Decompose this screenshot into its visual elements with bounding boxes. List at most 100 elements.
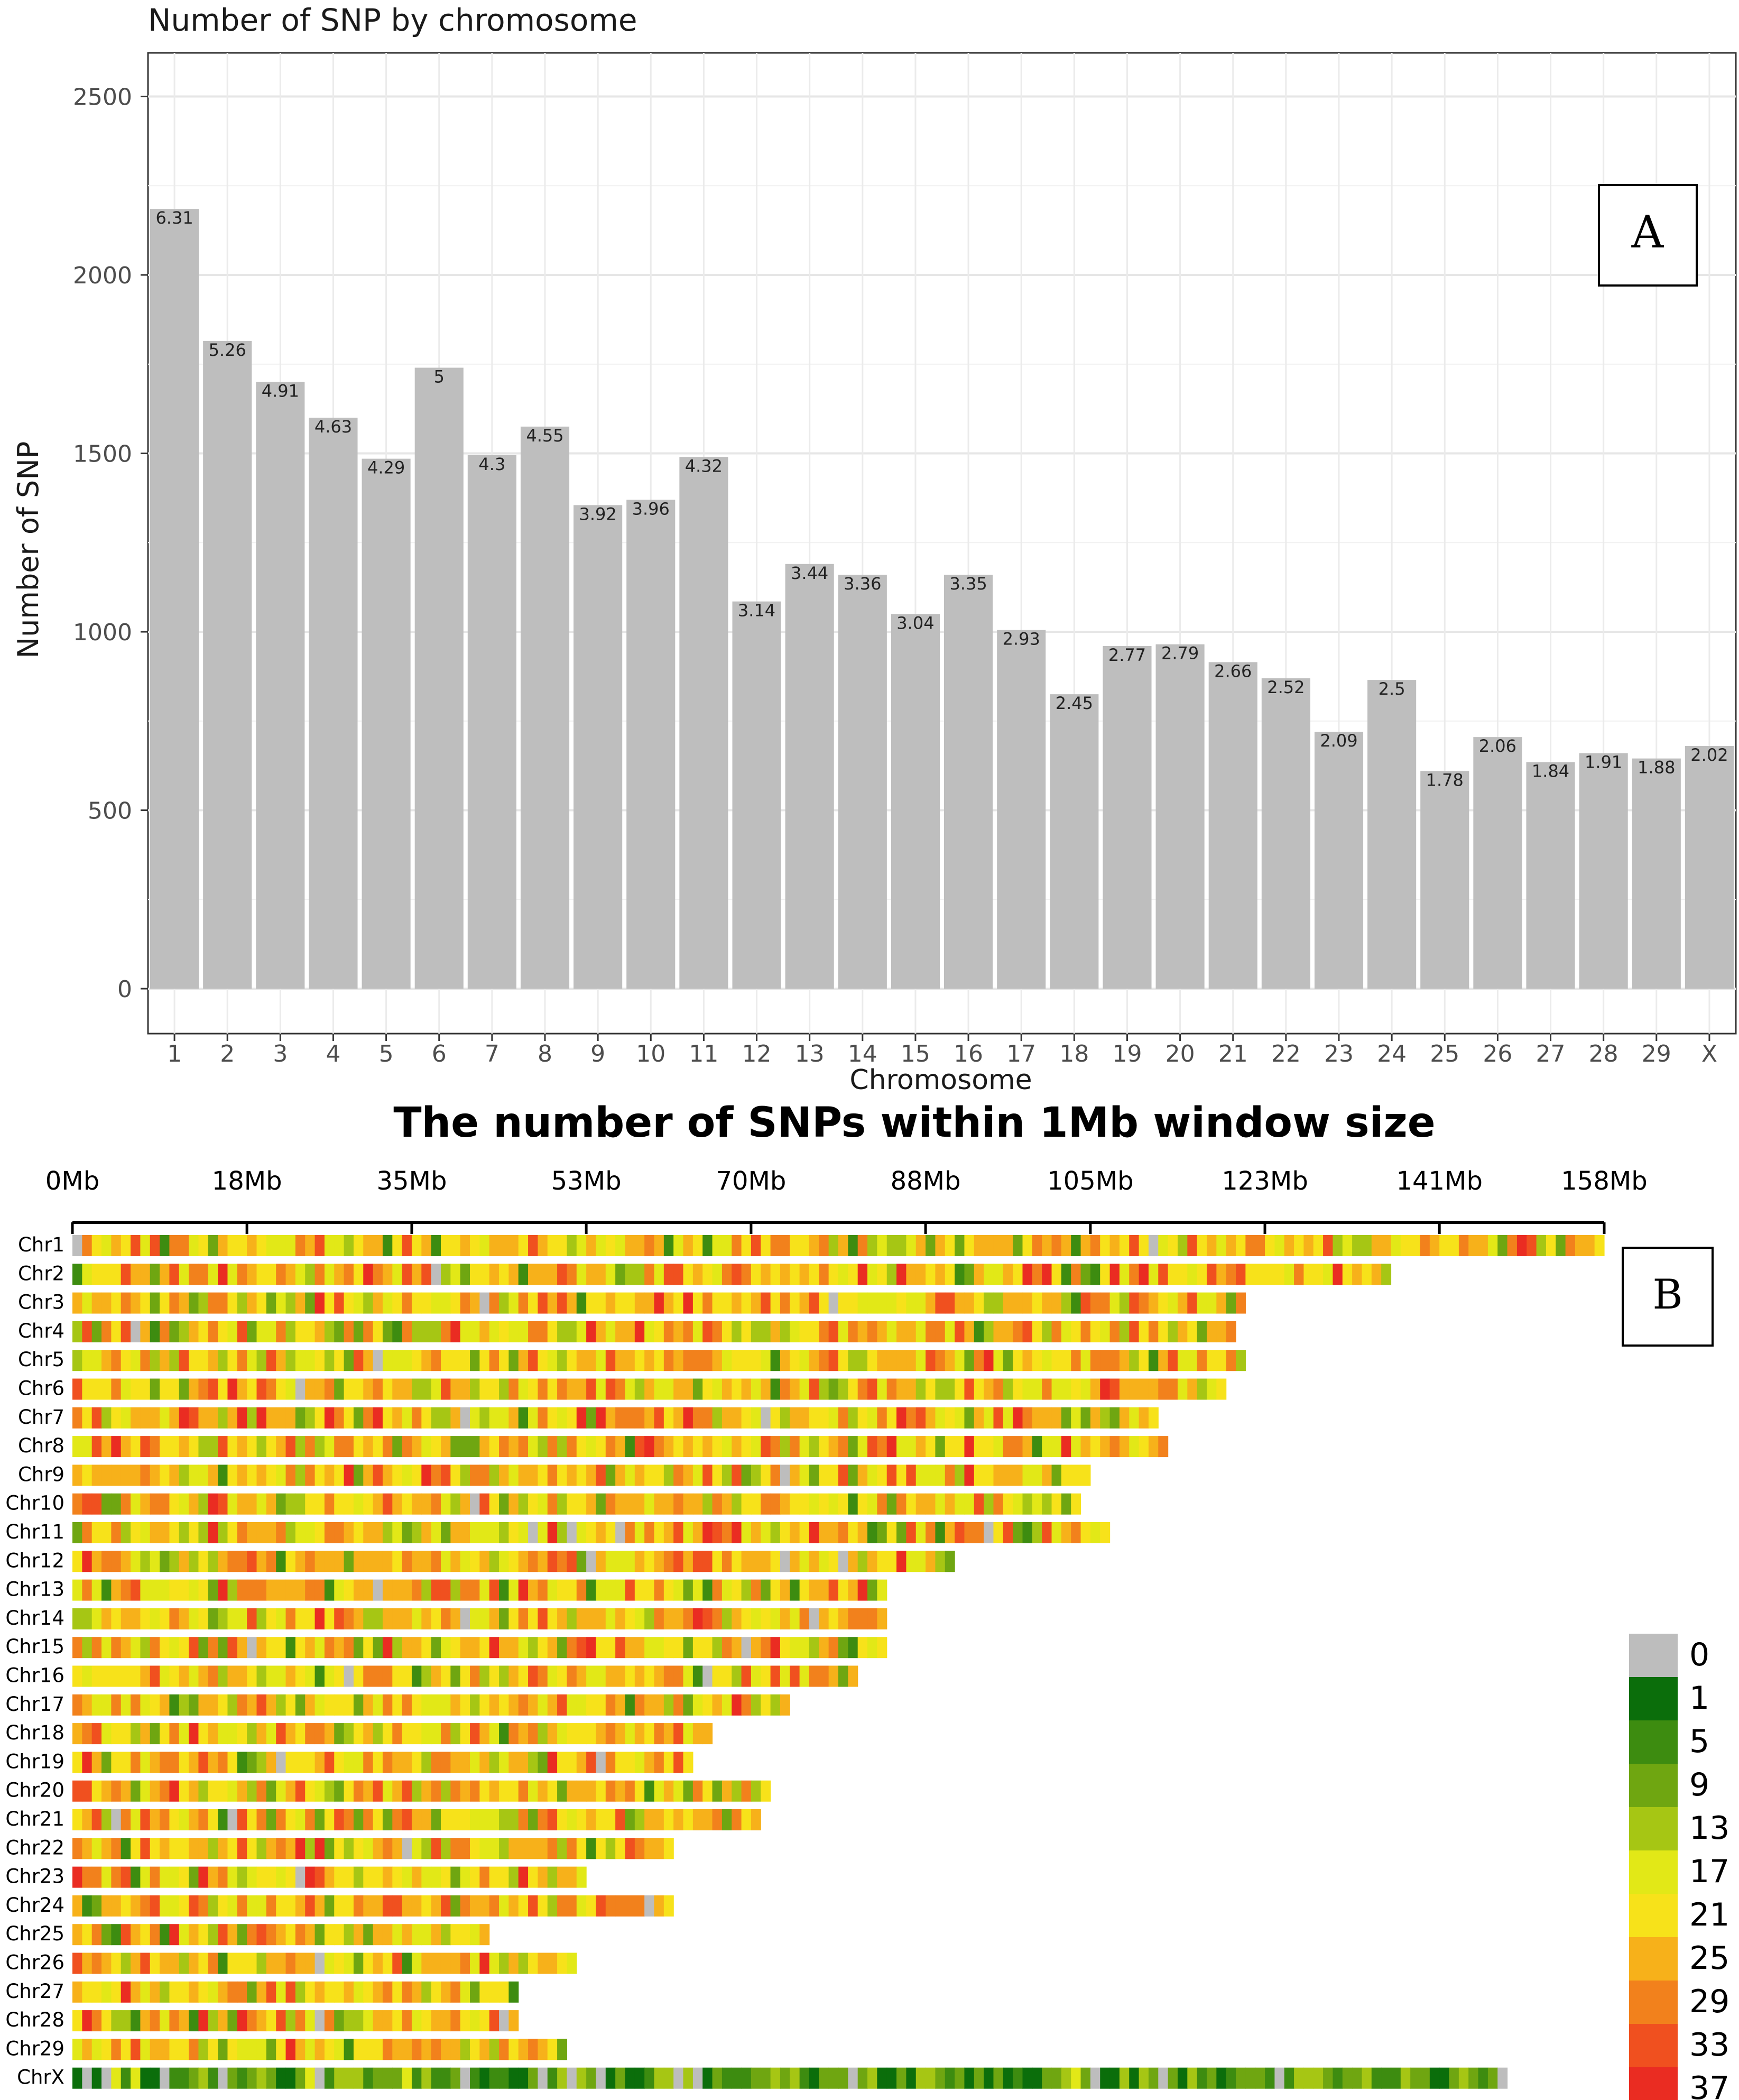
window-cell [150, 1981, 160, 2003]
window-cell [1187, 1235, 1198, 1256]
window-cell [101, 1981, 112, 2003]
window-cell [373, 1493, 383, 1515]
window-cell [363, 1235, 374, 1256]
window-cell [528, 1522, 539, 1543]
window-cell [208, 1235, 218, 1256]
window-cell [790, 1321, 800, 1342]
window-cell [440, 1522, 451, 1543]
window-cell [819, 1378, 829, 1400]
window-cell [402, 2010, 412, 2032]
window-cell [663, 1551, 674, 1572]
window-cell [634, 1723, 645, 1745]
window-cell [1487, 1235, 1498, 1256]
window-cell [790, 1235, 800, 1256]
window-cell [770, 1608, 781, 1629]
window-cell [567, 1866, 577, 1888]
window-cell [256, 1809, 267, 1830]
window-cell [799, 1378, 810, 1400]
window-cell [1197, 1235, 1207, 1256]
window-cell [344, 1752, 354, 1773]
window-cell [1206, 1292, 1217, 1314]
window-cell [431, 1522, 441, 1543]
window-cell [237, 1608, 247, 1629]
window-cell [460, 1321, 470, 1342]
window-cell [140, 1780, 151, 1802]
window-cell [470, 1350, 480, 1371]
window-cell [926, 1465, 936, 1486]
chromosome-label: Chr23 [5, 1865, 64, 1888]
window-cell [702, 1522, 713, 1543]
window-cell [692, 1522, 703, 1543]
window-cell [790, 1608, 800, 1629]
window-cell [131, 1264, 141, 1285]
window-cell [324, 1551, 335, 1572]
window-cell [722, 1292, 732, 1314]
window-cell [780, 1493, 790, 1515]
window-cell [712, 1378, 723, 1400]
window-cell [421, 1235, 432, 1256]
window-cell [857, 1436, 868, 1458]
window-cell [1109, 1292, 1120, 1314]
window-cell [324, 1924, 335, 1946]
window-cell [392, 1838, 403, 1859]
window-cell [440, 1838, 451, 1859]
window-cell [131, 2010, 141, 2032]
window-cell [586, 1752, 597, 1773]
window-cell [644, 1579, 655, 1601]
window-cell [877, 1551, 887, 1572]
window-cell [1003, 1522, 1013, 1543]
window-cell [421, 1637, 432, 1659]
window-cell [411, 1493, 422, 1515]
window-cell [683, 1465, 693, 1486]
chromosome-label: Chr9 [18, 1463, 64, 1486]
window-cell [1197, 1264, 1207, 1285]
window-cell [295, 2067, 306, 2089]
window-cell [285, 1694, 296, 1716]
window-cell [305, 1895, 316, 1917]
window-cell [470, 1981, 480, 2003]
window-cell [945, 1264, 955, 1285]
window-cell [1148, 1350, 1159, 1371]
window-cell [896, 1321, 906, 1342]
window-cell [625, 1809, 635, 1830]
legend-swatch [1629, 1807, 1678, 1850]
window-cell [1197, 2067, 1207, 2089]
window-cell [508, 2039, 519, 2060]
window-cell [926, 1378, 936, 1400]
window-cell [732, 1350, 742, 1371]
window-cell [363, 1752, 374, 1773]
window-cell [392, 1321, 403, 1342]
window-cell [218, 1608, 228, 1629]
window-cell [915, 1407, 926, 1429]
window-cell [91, 1436, 102, 1458]
window-cell [1061, 1264, 1071, 1285]
window-cell [169, 2010, 180, 2032]
window-cell [945, 1321, 955, 1342]
window-cell [955, 1522, 965, 1543]
window-cell [712, 1292, 723, 1314]
window-cell [121, 1292, 131, 1314]
window-cell [150, 1436, 160, 1458]
window-cell [334, 1838, 345, 1859]
window-cell [82, 1436, 92, 1458]
bar [256, 382, 305, 989]
window-cell [218, 1465, 228, 1486]
bar [574, 505, 623, 989]
window-cell [266, 2039, 276, 2060]
window-cell [411, 1522, 422, 1543]
window-cell [305, 1637, 316, 1659]
window-cell [218, 1350, 228, 1371]
window-cell [247, 1321, 257, 1342]
window-cell [673, 1608, 684, 1629]
window-cell [314, 1866, 325, 1888]
window-cell [993, 1321, 1004, 1342]
window-cell [131, 2039, 141, 2060]
window-cell [489, 1321, 500, 1342]
window-cell [799, 1579, 810, 1601]
window-cell [91, 1694, 102, 1716]
window-cell [101, 1264, 112, 1285]
window-cell [877, 1321, 887, 1342]
window-cell [567, 1522, 577, 1543]
window-cell [499, 2067, 509, 2089]
window-cell [314, 1321, 325, 1342]
